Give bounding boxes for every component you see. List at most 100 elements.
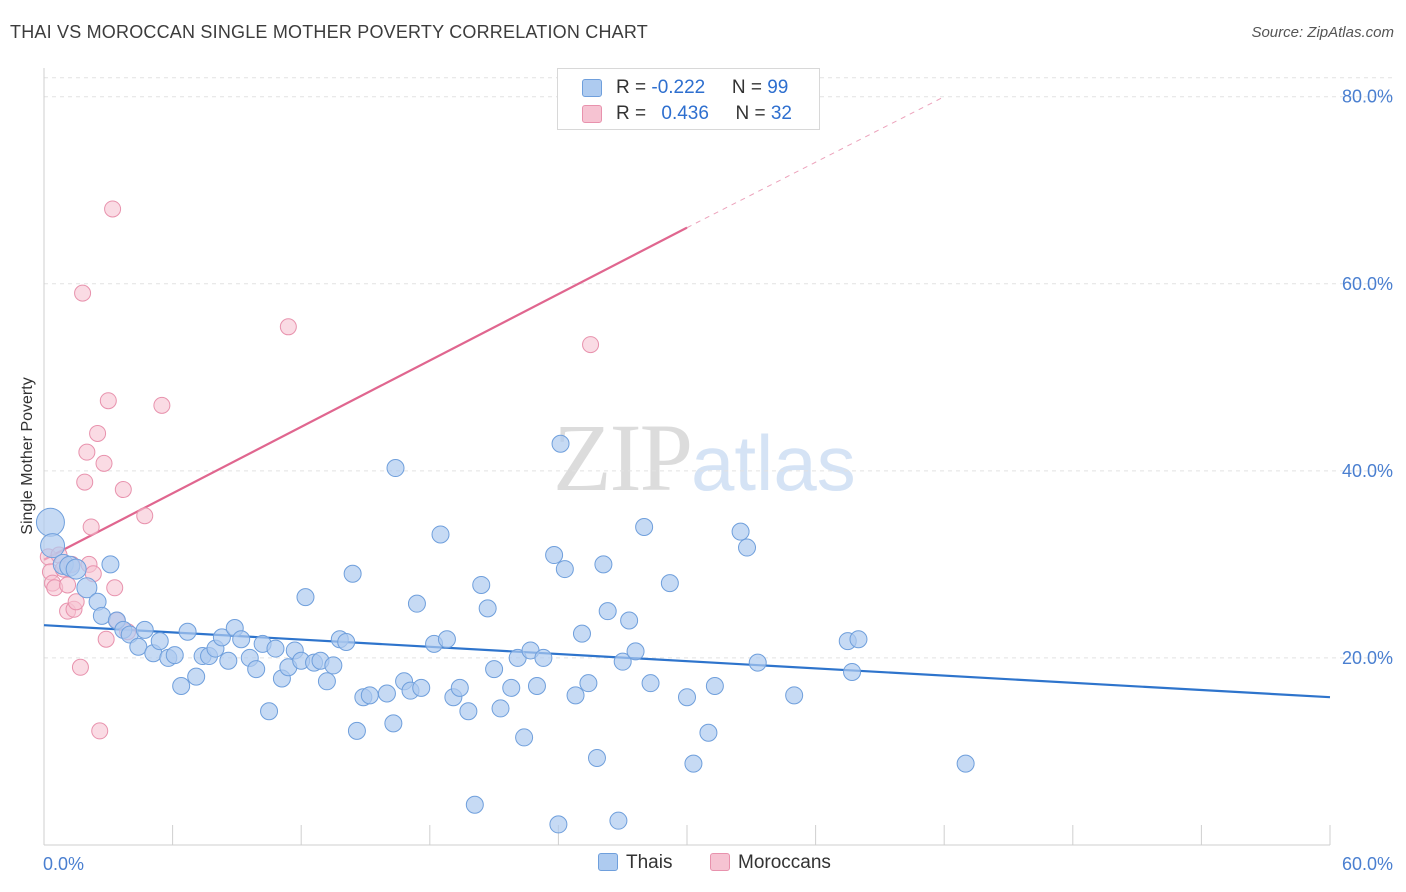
thai-point (502, 678, 521, 697)
thai-point (360, 686, 379, 705)
thai-points (35, 434, 975, 834)
thai-point (101, 555, 120, 574)
moroccan-trend-line (43, 96, 945, 561)
thai-point (555, 560, 574, 579)
thai-point (76, 577, 98, 599)
moroccan-point (82, 518, 100, 536)
thai-point (135, 620, 154, 639)
thai-point (65, 558, 87, 580)
thai-point (324, 656, 343, 675)
thai-point (641, 674, 660, 693)
chart-title: THAI VS MOROCCAN SINGLE MOTHER POVERTY C… (10, 22, 648, 42)
watermark-zip: ZIP (553, 404, 693, 511)
moroccan-point (136, 507, 154, 525)
thai-point (187, 667, 206, 686)
legend-n-value-thais: 99 (767, 77, 789, 98)
thai-point (579, 674, 598, 693)
thai-point (431, 525, 450, 544)
thai-point (35, 507, 65, 537)
thai-point (412, 678, 431, 697)
thai-point (660, 574, 679, 593)
legend-n-label: N = (735, 103, 771, 124)
thai-point (551, 434, 570, 453)
thai-point (534, 648, 553, 667)
moroccan-point (582, 336, 600, 354)
axes (43, 68, 1331, 846)
thai-point (247, 660, 266, 679)
watermark-atlas: atlas (691, 419, 856, 507)
thai-point (92, 606, 111, 625)
x-tick-label: 60.0% (1342, 854, 1393, 874)
y-tick-label: 60.0% (1342, 274, 1393, 294)
legend-r-value-thais: -0.222 (651, 77, 706, 98)
moroccan-point (95, 454, 113, 472)
thai-point (609, 811, 628, 830)
watermark: ZIPatlas (553, 402, 856, 513)
y-axis-label: Single Mother Poverty (19, 377, 36, 535)
y-tick-label: 20.0% (1342, 648, 1393, 668)
thai-point (731, 522, 750, 541)
thai-point (572, 624, 591, 643)
legend-n-value-moroccans: 32 (770, 103, 792, 124)
moroccan-point (76, 473, 94, 491)
thai-point (296, 588, 315, 607)
thai-point (343, 564, 362, 583)
thai-point (472, 575, 491, 594)
thai-point (738, 538, 757, 557)
moroccan-point (71, 658, 89, 676)
thai-point (843, 662, 862, 681)
y-tick-labels: 20.0% 40.0% 60.0% 80.0% (1342, 87, 1393, 668)
moroccan-point (89, 424, 107, 442)
moroccan-point (78, 443, 96, 461)
moroccan-trend-solid (43, 226, 688, 561)
moroccan-point (279, 318, 297, 336)
moroccan-point (74, 284, 92, 302)
thai-point (212, 628, 231, 647)
thai-point (172, 676, 191, 695)
y-tick-label: 40.0% (1342, 461, 1393, 481)
thai-point (748, 653, 767, 672)
legend: R = -0.222 N = 99 R = 0.436 N = 32 (557, 68, 820, 130)
thai-point (150, 632, 169, 651)
thai-point (165, 646, 184, 665)
x-tick-labels: 0.0% 60.0% (43, 854, 1393, 874)
legend-r-label: R = (616, 103, 652, 124)
thai-point (620, 611, 639, 630)
thai-point (515, 728, 534, 747)
moroccan-point (97, 630, 115, 648)
thai-point (478, 599, 497, 618)
thai-point (386, 459, 405, 478)
moroccan-point (99, 392, 117, 410)
thai-point (549, 815, 568, 834)
thai-point (705, 676, 724, 695)
thai-point (232, 630, 251, 649)
legend-swatch-thais (582, 79, 602, 97)
thai-point (40, 533, 66, 559)
grid-lines (44, 77, 1395, 659)
moroccan-point (59, 576, 77, 594)
legend-n-label: N = (731, 77, 768, 98)
thai-point (485, 660, 504, 679)
thai-point (594, 555, 613, 574)
bottom-legend-label-thais: Thais (626, 852, 673, 873)
thai-point (545, 546, 564, 565)
thai-point (678, 688, 696, 707)
bottom-legend-moroccans: Moroccans (710, 852, 831, 874)
thai-point (598, 602, 617, 621)
moroccan-point (106, 579, 124, 597)
legend-swatch-moroccans (582, 105, 602, 123)
moroccan-point (153, 396, 171, 414)
thai-point (613, 652, 632, 671)
legend-r-value-moroccans: 0.436 (661, 103, 709, 124)
moroccan-point (91, 722, 109, 740)
x-tick-label: 0.0% (43, 854, 84, 874)
thai-point (377, 684, 396, 703)
thai-point (347, 721, 366, 740)
thai-point (465, 795, 484, 814)
moroccan-point (67, 593, 85, 611)
thai-point (956, 754, 975, 773)
thai-point (219, 651, 238, 670)
moroccan-trend-dashed (686, 96, 945, 229)
thai-point (337, 633, 356, 652)
